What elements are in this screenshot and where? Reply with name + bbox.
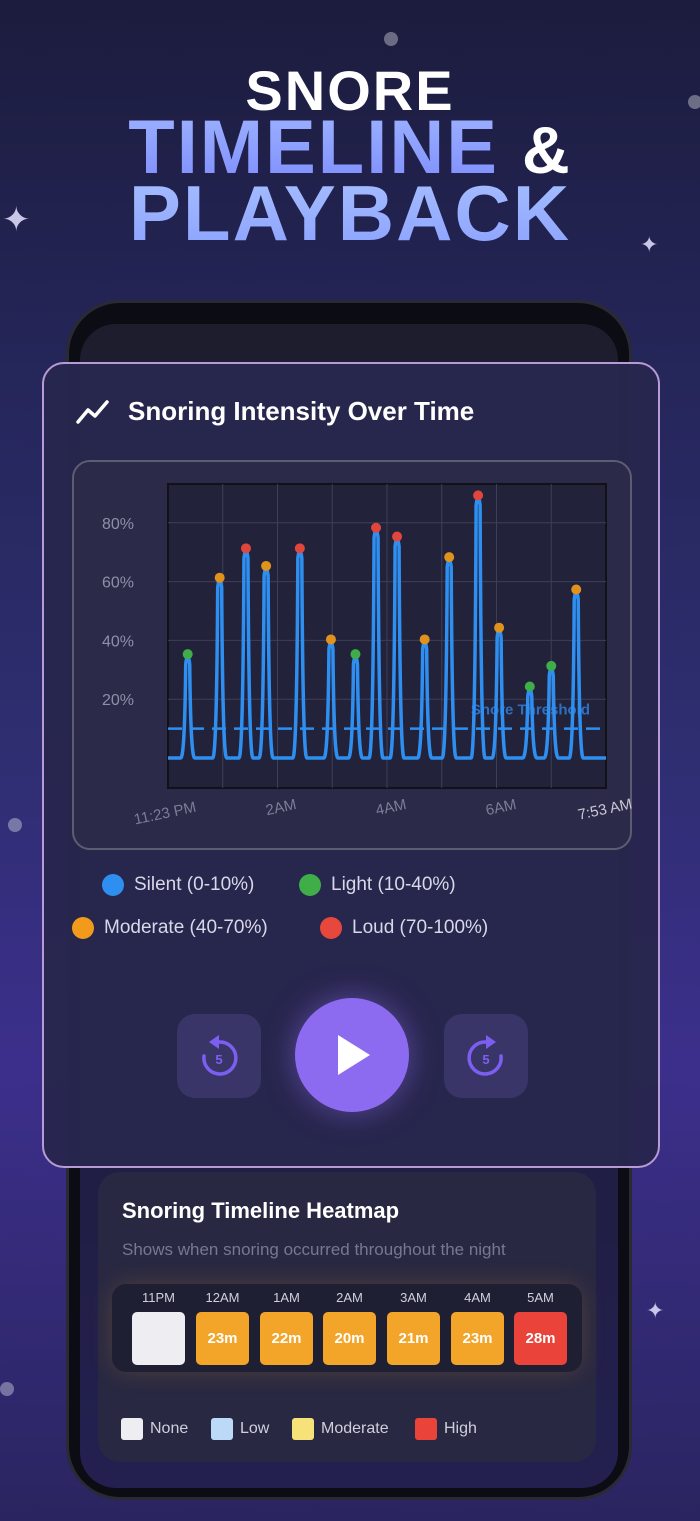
- heatmap-legend-moderate: Moderate: [292, 1418, 389, 1440]
- heatmap-column[interactable]: 4AM 23m: [451, 1290, 504, 1365]
- legend-label: Loud (70-100%): [352, 917, 489, 938]
- heatmap-legend-low: Low: [211, 1418, 269, 1440]
- heatmap-cell: [132, 1312, 185, 1365]
- forward-icon: 5: [467, 1035, 503, 1076]
- heatmap-legend-none: None: [121, 1418, 188, 1440]
- heatmap-column[interactable]: 3AM 21m: [387, 1290, 440, 1365]
- heatmap-cell: 22m: [260, 1312, 313, 1365]
- trend-line-icon: [76, 400, 109, 424]
- legend-label: None: [150, 1420, 189, 1437]
- rewind-5-button[interactable]: 5: [177, 1014, 261, 1098]
- heatmap-cell: 23m: [451, 1312, 504, 1365]
- headline-line-3: PLAYBACK: [0, 168, 700, 259]
- legend-swatch: [292, 1418, 314, 1440]
- legend-swatch: [320, 917, 342, 939]
- headline-line-1: SNORE: [245, 59, 455, 122]
- headline-line-2: TIMELINE &: [0, 104, 700, 191]
- heatmap-hour: 11PM: [142, 1290, 175, 1305]
- heatmap-column[interactable]: 12AM 23m: [196, 1290, 249, 1365]
- heatmap-hour: 2AM: [336, 1290, 363, 1305]
- legend-label: Silent (0-10%): [134, 874, 255, 895]
- legend-label: Low: [240, 1420, 270, 1437]
- heatmap-cell: 21m: [387, 1312, 440, 1365]
- heatmap-hour: 4AM: [464, 1290, 491, 1305]
- forward-seconds: 5: [482, 1052, 489, 1067]
- heatmap-title: Snoring Timeline Heatmap: [122, 1198, 400, 1223]
- heatmap-hour: 5AM: [527, 1290, 554, 1305]
- legend-label: Moderate: [321, 1420, 389, 1437]
- heatmap-cell: 23m: [196, 1312, 249, 1365]
- star-dot: [384, 32, 398, 46]
- legend-light: Light (10-40%): [299, 874, 456, 896]
- star-dot: [688, 95, 700, 109]
- sparkle-icon: ✦: [640, 232, 658, 258]
- legend-label: Moderate (40-70%): [104, 917, 268, 938]
- star-dot: [8, 818, 22, 832]
- legend-label: Light (10-40%): [331, 874, 456, 895]
- chart-container: [72, 460, 632, 850]
- heatmap-hour: 3AM: [400, 1290, 427, 1305]
- legend-label: High: [444, 1420, 477, 1437]
- heatmap-subtitle: Shows when snoring occurred throughout t…: [122, 1240, 506, 1259]
- headline-ampersand: &: [522, 113, 572, 187]
- legend-swatch: [72, 917, 94, 939]
- star-dot: [0, 1382, 14, 1396]
- heatmap-column[interactable]: 11PM: [132, 1290, 185, 1365]
- legend-silent: Silent (0-10%): [102, 874, 254, 896]
- sparkle-icon: ✦: [2, 200, 31, 240]
- legend-swatch: [211, 1418, 233, 1440]
- heatmap-cell: 28m: [514, 1312, 567, 1365]
- legend-swatch: [299, 874, 321, 896]
- legend-swatch: [121, 1418, 143, 1440]
- forward-5-button[interactable]: 5: [444, 1014, 528, 1098]
- heatmap-column[interactable]: 1AM 22m: [260, 1290, 313, 1365]
- card-title: Snoring Intensity Over Time: [128, 396, 475, 426]
- rewind-seconds: 5: [215, 1052, 222, 1067]
- heatmap-legend-high: High: [415, 1418, 477, 1440]
- legend-moderate: Moderate (40-70%): [72, 917, 268, 939]
- legend-swatch: [415, 1418, 437, 1440]
- heatmap-hour: 1AM: [273, 1290, 300, 1305]
- heatmap-column[interactable]: 5AM 28m: [514, 1290, 567, 1365]
- heatmap-cell: 20m: [323, 1312, 376, 1365]
- heatmap-hour: 12AM: [205, 1290, 240, 1305]
- play-button[interactable]: [295, 998, 409, 1112]
- headline-timeline: TIMELINE: [128, 105, 499, 190]
- play-icon: [338, 1035, 370, 1075]
- legend-swatch: [102, 874, 124, 896]
- rewind-icon: 5: [202, 1035, 238, 1076]
- heatmap-column[interactable]: 2AM 20m: [323, 1290, 376, 1365]
- sparkle-icon: ✦: [646, 1298, 665, 1323]
- legend-loud: Loud (70-100%): [320, 917, 488, 939]
